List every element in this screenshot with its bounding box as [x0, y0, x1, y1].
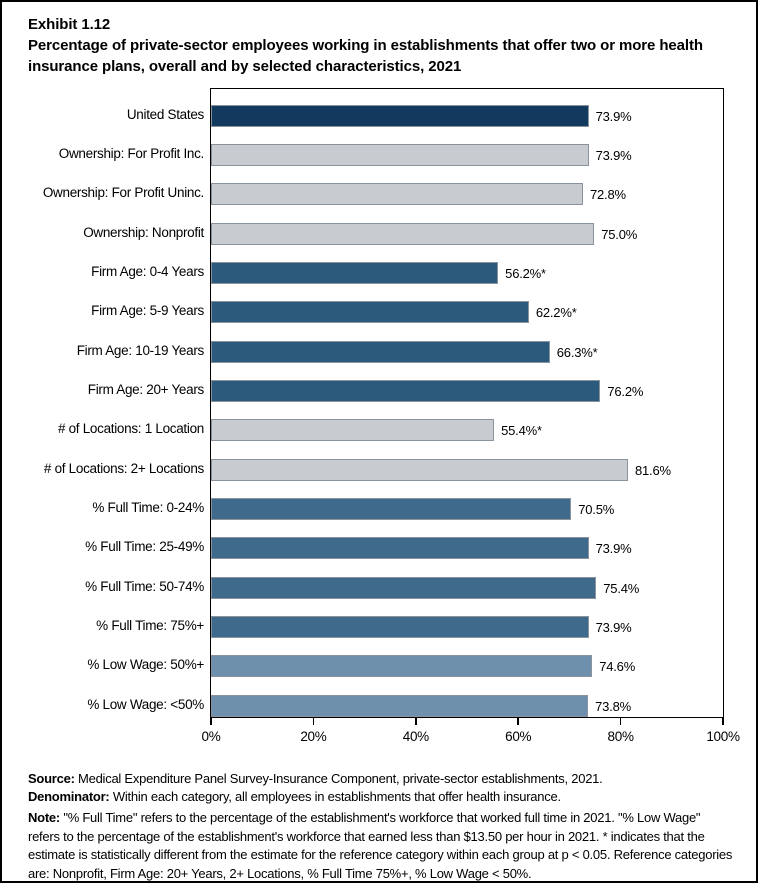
bar-value-label: 70.5% [578, 502, 615, 517]
denominator-text: Within each category, all employees in e… [109, 788, 561, 804]
exhibit-number: Exhibit 1.12 [28, 16, 111, 33]
bar [211, 694, 589, 717]
x-axis-tick-label: 40% [402, 729, 429, 744]
category-label: Firm Age: 0-4 Years [91, 263, 204, 279]
bar-value-label: 75.0% [601, 226, 638, 242]
bar-value-label: 72.8% [590, 187, 626, 203]
bar [211, 222, 595, 245]
category-label: Ownership: Nonprofit [83, 224, 204, 240]
plot-area: 73.9% 73.9% 72.8% 75.0% 56.2%* 62.2%* 66.3%* 76… [210, 88, 724, 718]
denominator-label: Denominator: [28, 788, 110, 804]
bar-value-label: 74.6% [599, 659, 636, 675]
note-text: "% Full Time" refers to the percentage o… [28, 810, 733, 881]
bar [211, 261, 499, 284]
bar-value-label: 73.8% [595, 698, 631, 714]
x-axis-tick-label: 100% [706, 729, 740, 744]
figure-footnotes: Source: Medical Expenditure Panel Survey… [28, 770, 734, 881]
bar-value-label: 56.2%* [505, 265, 546, 281]
bar [211, 340, 550, 363]
x-axis-tick [415, 718, 417, 725]
bar-value-label: 66.3%* [556, 344, 598, 360]
bar [211, 458, 628, 481]
category-label: Firm Age: 10-19 Years [76, 342, 205, 358]
bar-value-label: 75.4% [603, 580, 640, 596]
category-label: % Low Wage: 50%+ [87, 657, 204, 673]
bar [211, 576, 597, 599]
source-label: Source: [28, 771, 75, 786]
category-label: Ownership: For Profit Inc. [58, 145, 205, 161]
bar [211, 183, 583, 206]
bar-value-label: 55.4%* [501, 423, 542, 439]
bar-value-label: 62.2%* [535, 305, 577, 321]
bar [211, 104, 589, 127]
bar-value-label: 81.6% [634, 462, 671, 478]
source-text: Medical Expenditure Panel Survey-Insuran… [74, 771, 603, 786]
x-axis-tick [210, 718, 212, 725]
bar-value-label: 73.9% [595, 620, 632, 636]
x-axis-tick [619, 718, 622, 725]
bar [211, 498, 572, 520]
note-line: Note: "% Full Time" refers to the percen… [28, 809, 734, 881]
category-label: % Full Time: 25-49% [85, 539, 204, 555]
category-label: # of Locations: 1 Location [57, 421, 204, 437]
note-label: Note: [28, 810, 60, 825]
chart-title: Percentage of private-sector employees w… [28, 37, 703, 75]
bar [211, 379, 601, 402]
x-axis-tick-label: 0% [201, 729, 221, 744]
denominator-line: Denominator: Within each category, all e… [28, 788, 734, 806]
bar [211, 419, 495, 442]
category-label: % Full Time: 50-74% [85, 578, 204, 594]
bar [211, 143, 589, 166]
bar [211, 616, 589, 639]
category-label: United States [126, 106, 204, 122]
bar-value-label: 73.9% [595, 541, 632, 557]
bar [211, 537, 589, 560]
x-axis-tick [312, 718, 315, 725]
category-label: % Low Wage: <50% [87, 696, 204, 712]
bar [211, 655, 593, 678]
bar-value-label: 76.2% [607, 383, 644, 399]
category-label: # of Locations: 2+ Locations [43, 460, 204, 476]
category-label: Ownership: For Profit Uninc. [42, 185, 204, 201]
category-label: % Full Time: 75%+ [96, 618, 204, 634]
category-label: Firm Age: 20+ Years [87, 381, 205, 397]
category-label: Firm Age: 5-9 Years [91, 303, 204, 319]
source-line: Source: Medical Expenditure Panel Survey… [28, 770, 734, 788]
x-axis-tick [722, 718, 724, 725]
x-axis-tick-label: 60% [505, 729, 532, 744]
x-axis-tick-label: 80% [607, 729, 634, 744]
x-axis-tick-label: 20% [300, 729, 327, 744]
figure-header: Exhibit 1.12 Percentage of private-secto… [28, 14, 723, 77]
x-axis-tick [517, 718, 519, 725]
bar-value-label: 73.9% [595, 147, 632, 163]
category-label: % Full Time: 0-24% [92, 500, 204, 515]
bar [211, 301, 529, 324]
bar-value-label: 73.9% [595, 108, 632, 124]
